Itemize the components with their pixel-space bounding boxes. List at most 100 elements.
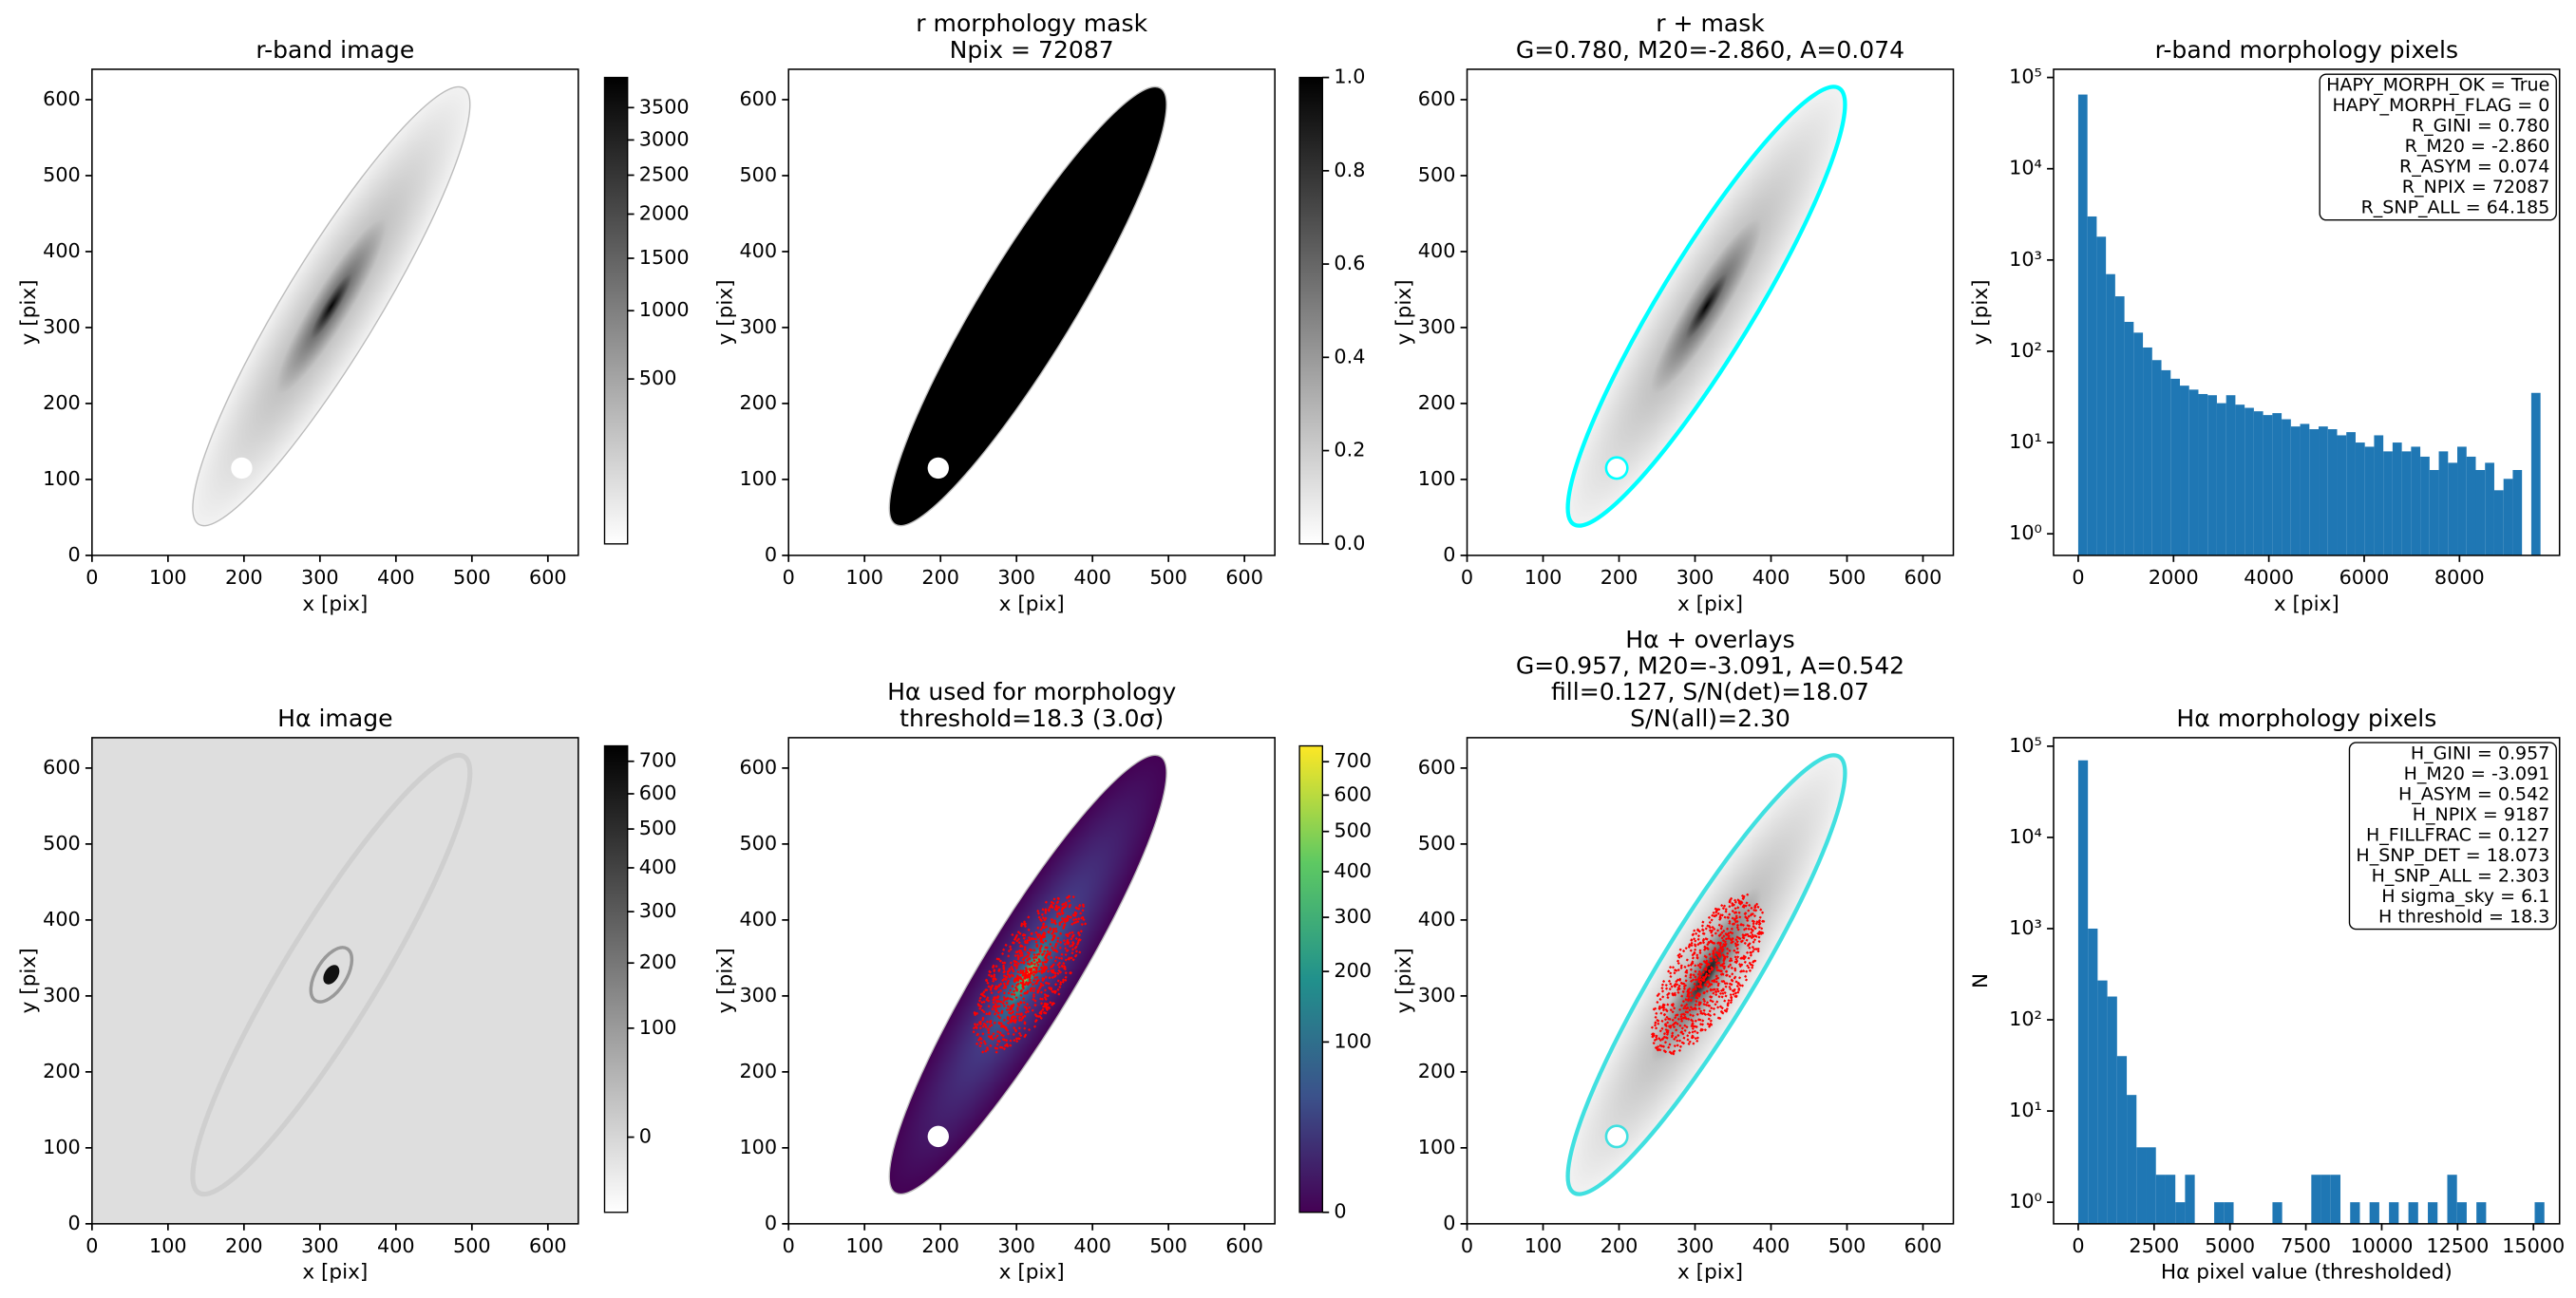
pixel-marker xyxy=(1054,930,1058,933)
pixel-marker xyxy=(1697,930,1701,933)
histogram-bar xyxy=(2175,1202,2186,1224)
pixel-marker xyxy=(1010,992,1014,996)
y-tick-label: 400 xyxy=(43,239,81,262)
galaxy xyxy=(888,754,1167,1195)
histogram-bar xyxy=(2136,1147,2147,1224)
pixel-marker xyxy=(1697,993,1701,997)
y-tick-label: 100 xyxy=(1418,1136,1456,1158)
annotation-line: R_GINI = 0.780 xyxy=(2412,116,2549,137)
pixel-marker xyxy=(987,1028,991,1032)
pixel-marker xyxy=(1013,989,1016,993)
pixel-marker xyxy=(1055,950,1059,953)
pixel-marker xyxy=(1724,937,1728,941)
x-tick-label: 100 xyxy=(1525,566,1563,589)
annotation-line: H threshold = 18.3 xyxy=(2378,906,2549,927)
pixel-marker xyxy=(1006,1015,1010,1019)
pixel-marker xyxy=(1751,912,1754,916)
pixel-marker xyxy=(1707,973,1711,977)
pixel-marker xyxy=(1006,972,1010,976)
histogram-bar xyxy=(2408,1202,2418,1224)
pixel-marker xyxy=(1759,908,1763,912)
pixel-marker xyxy=(1663,1050,1668,1054)
pixel-marker xyxy=(1695,1036,1699,1040)
pixel-marker xyxy=(1716,982,1720,986)
histogram-bar xyxy=(2151,360,2162,555)
pixel-marker xyxy=(1040,926,1044,930)
pixel-marker xyxy=(975,1023,979,1026)
pixel-marker xyxy=(1009,948,1013,951)
pixel-marker xyxy=(1053,945,1057,949)
pixel-marker xyxy=(1670,1035,1674,1039)
pixel-marker xyxy=(1735,919,1739,923)
pixel-marker xyxy=(1684,974,1688,978)
pixel-marker xyxy=(1676,978,1679,982)
pixel-marker xyxy=(1689,949,1693,952)
colorbar-tick-label: 0.0 xyxy=(1334,532,1365,555)
panel: 0 100 200 300 400 500 600 0 100 200 300 400 500 600 x … xyxy=(1392,9,1955,616)
pixel-marker xyxy=(990,974,994,978)
pixel-marker xyxy=(1713,955,1716,959)
pixel-marker xyxy=(1035,945,1039,949)
pixel-marker xyxy=(1671,966,1676,969)
x-tick-label: 300 xyxy=(301,566,339,589)
pixel-marker xyxy=(978,1006,982,1010)
pixel-marker xyxy=(1009,988,1013,992)
pixel-marker xyxy=(1043,995,1047,1000)
pixel-marker xyxy=(1757,918,1761,923)
pixel-marker xyxy=(995,985,999,988)
pixel-marker xyxy=(1698,962,1702,966)
pixel-marker xyxy=(1730,998,1733,1002)
pixel-marker xyxy=(1727,965,1731,969)
pixel-marker xyxy=(1039,928,1043,931)
pixel-marker xyxy=(1696,1018,1701,1022)
x-tick-label: 0 xyxy=(783,566,795,589)
pixel-marker xyxy=(1049,950,1052,954)
pixel-marker xyxy=(1667,1045,1671,1049)
pixel-marker xyxy=(1709,999,1713,1003)
pixel-marker xyxy=(1026,962,1030,966)
pixel-marker xyxy=(1692,973,1695,977)
pixel-marker xyxy=(1731,909,1734,913)
pixel-marker xyxy=(1057,961,1062,965)
pixel-marker xyxy=(1695,953,1699,957)
y-tick-label: 500 xyxy=(739,832,777,855)
pixel-marker xyxy=(1652,1042,1656,1045)
pixel-marker xyxy=(994,1003,997,1006)
pixel-marker xyxy=(1687,945,1691,949)
pixel-marker xyxy=(1012,969,1015,973)
pixel-marker xyxy=(1019,993,1023,997)
pixel-marker xyxy=(1674,1021,1677,1025)
pixel-marker xyxy=(1699,977,1703,981)
pixel-marker xyxy=(1038,948,1042,951)
y-tick-label: 300 xyxy=(739,315,777,338)
pixel-marker xyxy=(1708,952,1712,956)
pixel-marker xyxy=(1708,1009,1712,1013)
pixel-marker xyxy=(1700,924,1704,928)
pixel-marker xyxy=(1729,988,1733,991)
pixel-marker xyxy=(1048,986,1051,989)
pixel-marker xyxy=(1016,962,1020,966)
pixel-marker xyxy=(1728,921,1732,925)
histogram-bar xyxy=(2392,442,2402,555)
pixel-marker xyxy=(1726,927,1730,931)
y-tick-label: 10⁵ xyxy=(2009,734,2042,757)
plot-area xyxy=(2077,94,2541,555)
axes-frame xyxy=(91,737,579,1225)
pixel-marker xyxy=(1013,953,1017,958)
pixel-marker xyxy=(1039,1009,1043,1013)
pixel-marker xyxy=(1702,1008,1706,1012)
pixel-marker xyxy=(1719,946,1723,950)
pixel-marker xyxy=(1732,992,1735,996)
pixel-marker xyxy=(1723,999,1727,1003)
pixel-marker xyxy=(1695,996,1699,1000)
y-tick-label: 600 xyxy=(1418,87,1456,110)
x-axis-label: x [pix] xyxy=(302,1261,368,1285)
pixel-marker xyxy=(1051,949,1055,952)
pixel-marker xyxy=(1038,917,1042,921)
pixel-marker xyxy=(1013,959,1016,963)
pixel-marker xyxy=(1047,908,1051,912)
pixel-marker xyxy=(1070,944,1074,948)
histogram-bar xyxy=(2383,451,2393,555)
pixel-marker xyxy=(1677,987,1681,990)
